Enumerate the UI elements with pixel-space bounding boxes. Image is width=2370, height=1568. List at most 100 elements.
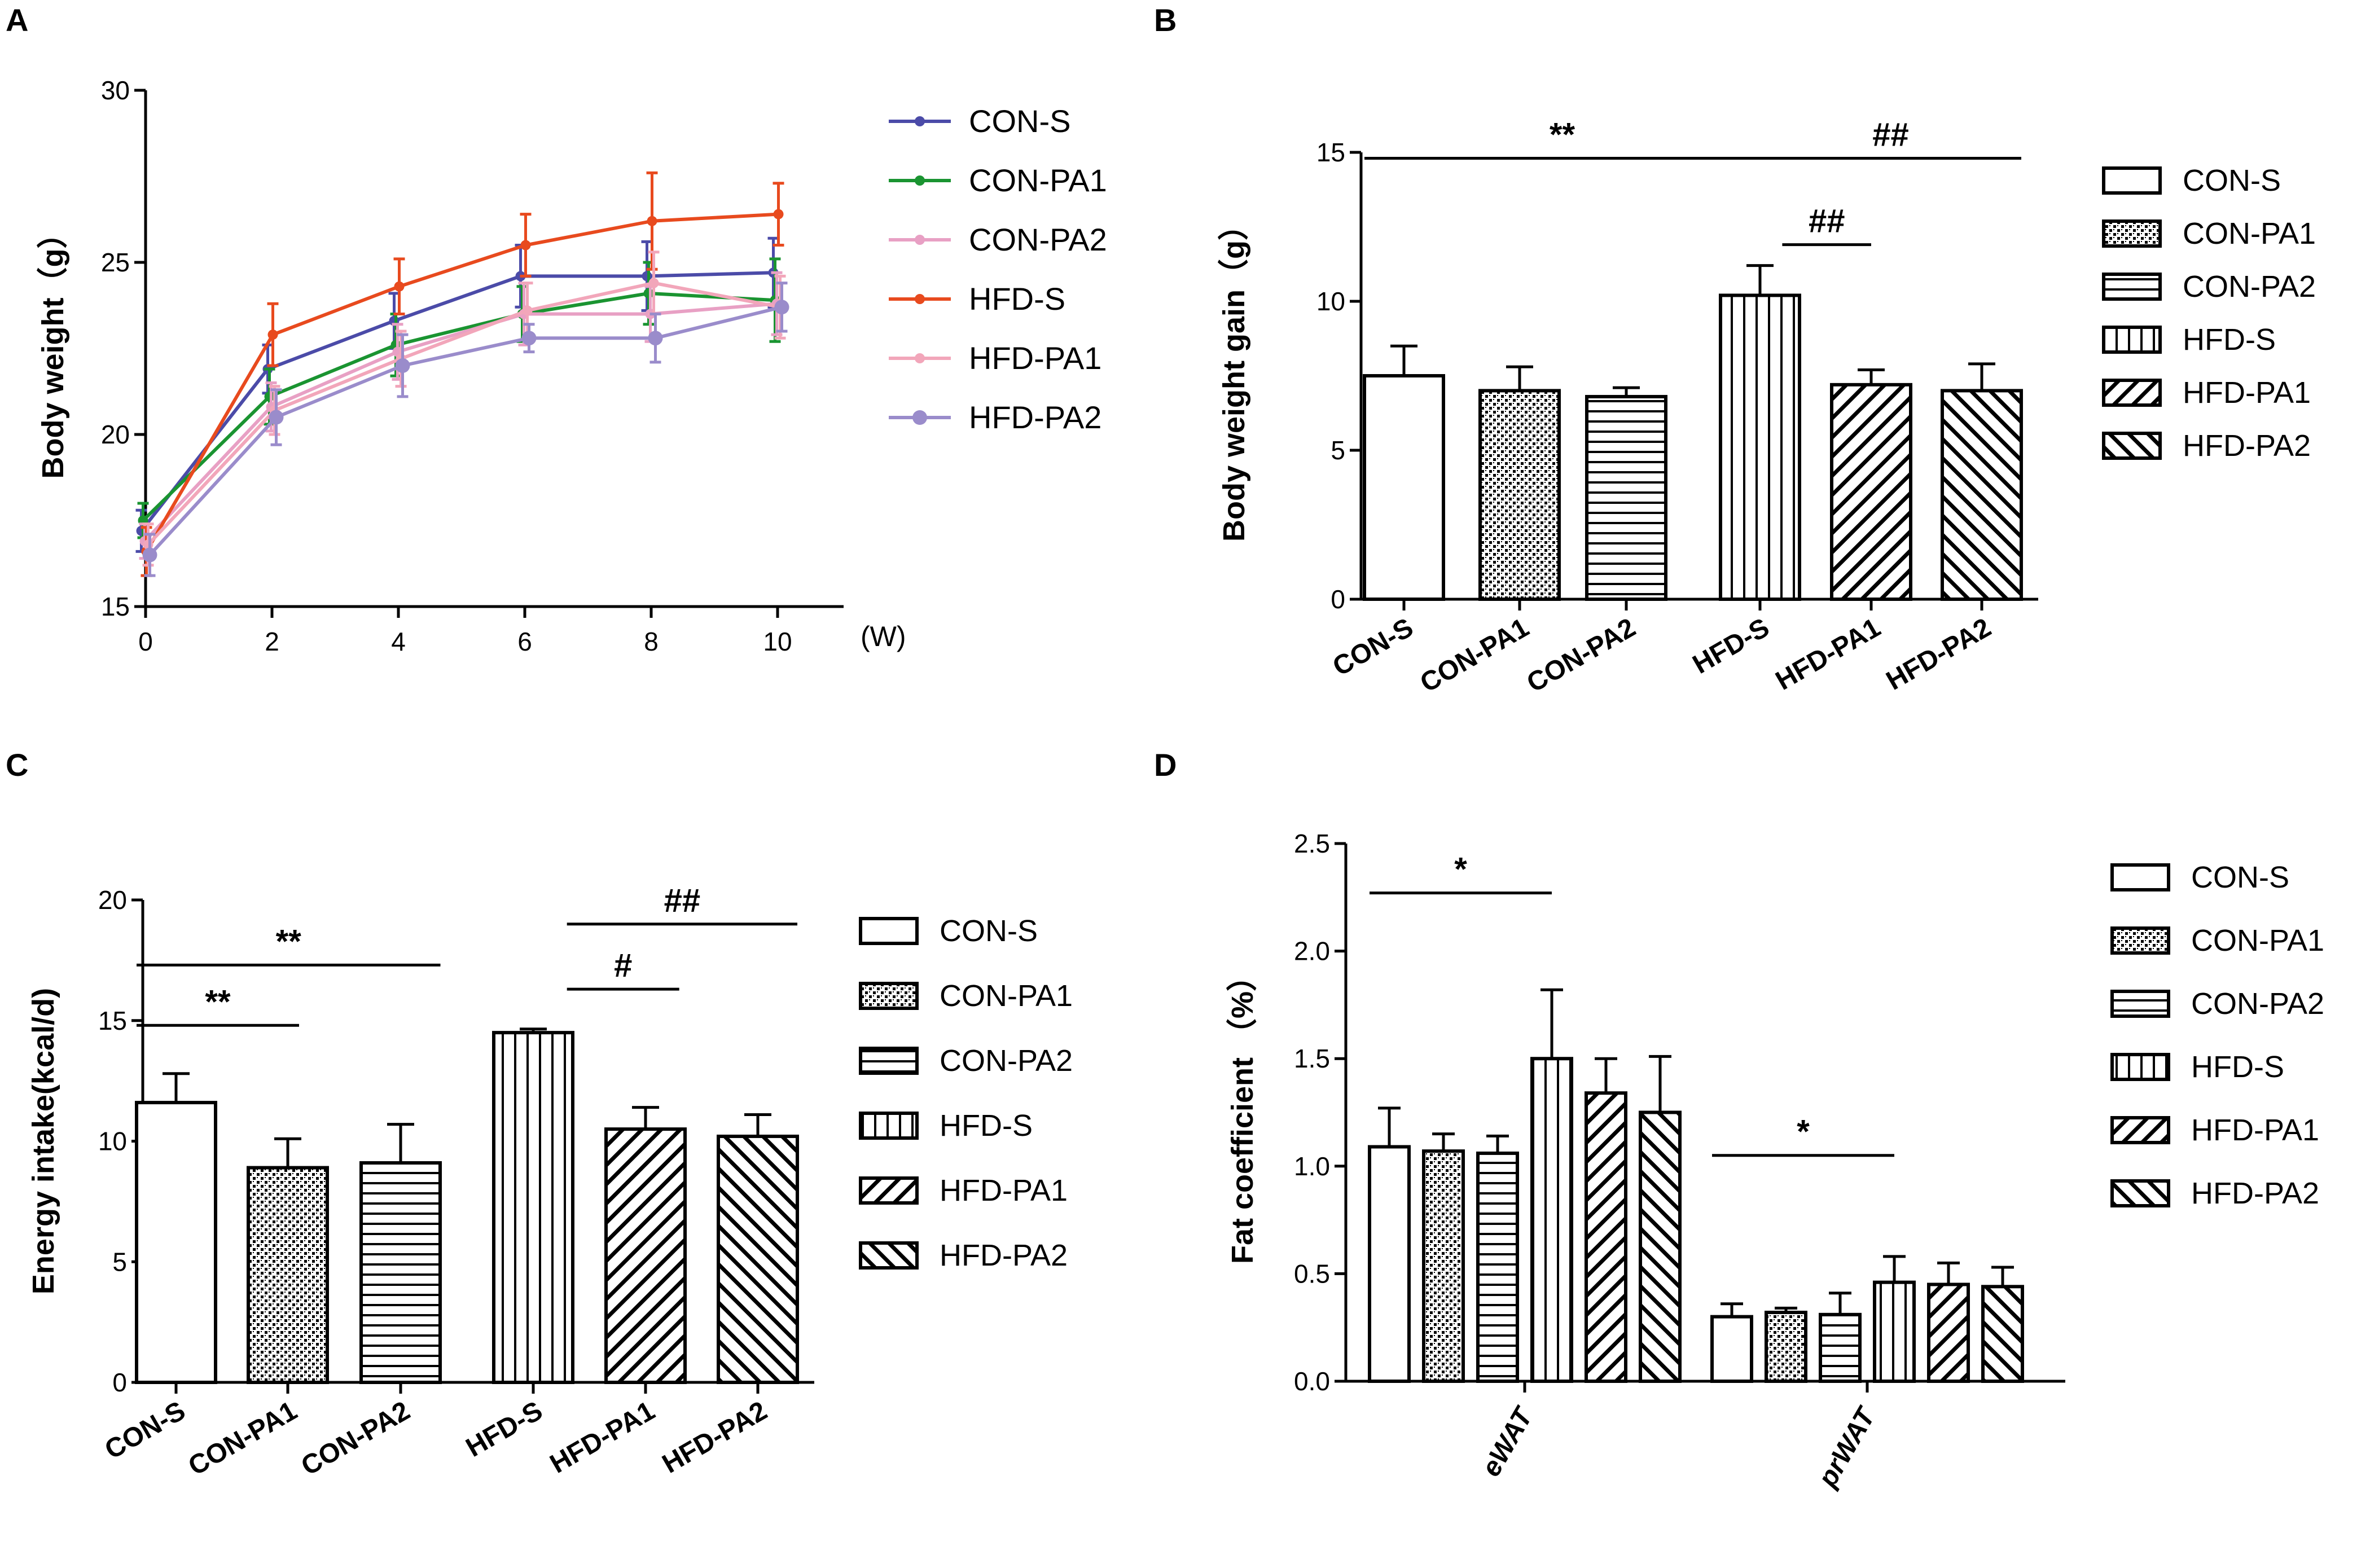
panel-b-x-tick-label: CON-S bbox=[1328, 613, 1418, 682]
panel-d-bar-prwat-hfd-pa1 bbox=[1927, 1282, 1970, 1383]
panel-d-legend-label-con-pa2: CON-PA2 bbox=[2191, 987, 2324, 1021]
panel-a-con-s-legend-label: CON-S bbox=[969, 103, 1070, 139]
panel-b-legend-label-con-s: CON-S bbox=[2183, 164, 2281, 197]
panel-a-hfd-s-legend-label: HFD-S bbox=[969, 281, 1065, 317]
panel-a-x-tick-label: 2 bbox=[265, 627, 279, 656]
panel-a-x-tick-label: 8 bbox=[644, 627, 659, 656]
panel-a-hfd-pa1-legend-label: HFD-PA1 bbox=[969, 340, 1101, 376]
panel-b-legend-label-hfd-pa1: HFD-PA1 bbox=[2183, 376, 2311, 410]
panel-a-con-s-series-line bbox=[140, 271, 774, 532]
panel-c-y-tick-label: 15 bbox=[98, 1006, 127, 1035]
panel-b-significance-label: ## bbox=[1872, 117, 1909, 153]
panel-a-con-pa2-legend-marker bbox=[915, 235, 925, 245]
panel-label-a: A bbox=[6, 2, 28, 38]
panel-a-x-tick-label: 0 bbox=[138, 627, 153, 656]
panel-c-x-tick-label: HFD-PA2 bbox=[657, 1396, 773, 1479]
panel-b-legend-label-con-pa1: CON-PA1 bbox=[2183, 217, 2316, 251]
panel-a-hfd-pa2-series-line bbox=[148, 305, 783, 556]
panel-d-legend-swatch-hfd-pa1 bbox=[2110, 1116, 2170, 1144]
panel-c-bar-hfd-pa1 bbox=[604, 1127, 687, 1384]
panel-d-legend-swatch-con-pa1 bbox=[2110, 926, 2170, 955]
panel-a-hfd-pa1-series-line bbox=[147, 281, 781, 546]
panel-c-bar-con-s bbox=[135, 1101, 217, 1384]
panel-a-con-pa1-data-point bbox=[643, 288, 654, 298]
panel-d-y-tick-label: 2.0 bbox=[1294, 937, 1330, 966]
panel-d-bar-ewat-hfd-s bbox=[1530, 1057, 1573, 1383]
panel-d-y-tick-label: 2.5 bbox=[1294, 829, 1330, 858]
panel-a-hfd-s-data-point bbox=[773, 209, 784, 219]
panel-d-bar-ewat-con-pa1 bbox=[1422, 1149, 1465, 1383]
panel-d-bar-ewat-con-s bbox=[1368, 1145, 1411, 1383]
panel-a-hfd-pa2-data-point bbox=[521, 331, 537, 346]
panel-d-x-tick-label: eWAT bbox=[1476, 1402, 1540, 1482]
panel-a-hfd-pa2-legend-label: HFD-PA2 bbox=[969, 399, 1101, 435]
panel-c-legend-label-hfd-pa1: HFD-PA1 bbox=[940, 1174, 1068, 1207]
panel-d-legend-label-hfd-pa1: HFD-PA1 bbox=[2191, 1113, 2319, 1147]
panel-b-legend-label-con-pa2: CON-PA2 bbox=[2183, 270, 2316, 304]
panel-d-legend-swatch-con-pa2 bbox=[2110, 990, 2170, 1018]
panel-a-con-pa1-legend-marker bbox=[915, 175, 925, 186]
panel-a-y-axis-label: Body weight（g） bbox=[36, 218, 70, 479]
panel-d-bar-ewat-con-pa2 bbox=[1476, 1151, 1519, 1383]
panel-d-bar-prwat-con-pa1 bbox=[1765, 1311, 1807, 1383]
panel-b-y-tick-label: 0 bbox=[1331, 585, 1345, 614]
panel-d-x-tick-label: prWAT bbox=[1812, 1402, 1882, 1493]
panel-d-bar-prwat-con-s bbox=[1710, 1315, 1753, 1383]
panel-b-bar-con-pa1 bbox=[1478, 389, 1561, 601]
panel-b-bar-hfd-pa1 bbox=[1830, 383, 1912, 601]
panel-a-hfd-pa2-data-point bbox=[395, 358, 410, 373]
panel-b-bar-con-s bbox=[1363, 374, 1445, 601]
panel-a-hfd-pa1-legend-marker bbox=[915, 353, 925, 363]
panel-a-chart: 15 20 25 30 0 2 4 6 8 10 (W) Body weight（g） CON-S CON… bbox=[36, 76, 1107, 656]
panel-label-d: D bbox=[1154, 747, 1177, 783]
panel-c-significance-label: ** bbox=[205, 983, 231, 1020]
panel-b-bar-hfd-pa2 bbox=[1941, 389, 2023, 601]
panel-d-legend-label-con-pa1: CON-PA1 bbox=[2191, 924, 2324, 958]
panel-a-hfd-pa1-data-point bbox=[522, 305, 533, 316]
panel-c-significance-label: ** bbox=[276, 923, 302, 960]
panel-a-hfd-pa2-data-point bbox=[648, 331, 663, 346]
panel-a-x-tick-label: 10 bbox=[763, 627, 792, 656]
panel-d-legend-label-hfd-s: HFD-S bbox=[2191, 1050, 2284, 1084]
panel-b-legend-swatch-hfd-s bbox=[2102, 326, 2162, 354]
panel-a-hfd-pa2-data-point bbox=[774, 300, 789, 315]
panel-c-bar-con-pa1 bbox=[247, 1166, 329, 1384]
panel-d-bar-prwat-hfd-pa2 bbox=[1981, 1285, 2024, 1383]
panel-b-legend-swatch-hfd-pa2 bbox=[2102, 432, 2162, 460]
panel-b-x-tick-label: HFD-PA2 bbox=[1881, 613, 1996, 696]
panel-a-y-tick-label: 30 bbox=[101, 76, 130, 105]
panel-a-y-tick-label: 15 bbox=[101, 592, 130, 621]
panel-b-y-tick-label: 5 bbox=[1331, 436, 1345, 465]
panel-b-legend-swatch-con-s bbox=[2102, 166, 2162, 195]
panel-b-x-tick-label: CON-PA1 bbox=[1415, 613, 1534, 699]
panel-b-legend-swatch-hfd-pa1 bbox=[2102, 379, 2162, 407]
panel-a-con-pa2-legend-label: CON-PA2 bbox=[969, 222, 1107, 257]
panel-a-y-tick-label: 20 bbox=[101, 420, 130, 449]
panel-b-x-tick-label: HFD-S bbox=[1688, 613, 1775, 680]
panel-c-x-tick-label: CON-PA1 bbox=[183, 1396, 302, 1482]
panel-a-y-tick-label: 25 bbox=[101, 248, 130, 277]
panel-a-hfd-pa2-data-point bbox=[142, 547, 157, 563]
panel-c-x-tick-label: CON-PA2 bbox=[296, 1396, 415, 1482]
panel-c-legend-swatch-hfd-pa2 bbox=[859, 1241, 919, 1270]
panel-b-y-tick-label: 15 bbox=[1316, 138, 1345, 167]
panel-d-bar-ewat-hfd-pa1 bbox=[1585, 1091, 1627, 1383]
panel-c-legend-label-con-pa1: CON-PA1 bbox=[940, 979, 1073, 1013]
panel-a-hfd-s-legend-marker bbox=[915, 294, 925, 304]
panel-d-legend-label-hfd-pa2: HFD-PA2 bbox=[2191, 1176, 2319, 1210]
panel-b-y-axis-label: Body weight gain（g） bbox=[1217, 210, 1251, 542]
panel-a-con-pa1-data-point bbox=[264, 391, 275, 402]
panel-a-con-pa1-series-line bbox=[142, 291, 775, 522]
panel-d-bar-ewat-hfd-pa2 bbox=[1639, 1110, 1682, 1383]
panel-c-y-tick-label: 0 bbox=[112, 1368, 127, 1397]
panel-a-hfd-pa1-data-point bbox=[648, 278, 659, 288]
panel-c-y-tick-label: 5 bbox=[112, 1247, 127, 1276]
panel-c-legend-label-con-pa2: CON-PA2 bbox=[940, 1044, 1073, 1078]
panel-c-legend-label-con-s: CON-S bbox=[940, 914, 1038, 948]
panel-d-bar-prwat-hfd-s bbox=[1873, 1280, 1916, 1383]
panel-d-legend-swatch-con-s bbox=[2110, 863, 2170, 891]
panel-a-con-pa1-legend-label: CON-PA1 bbox=[969, 162, 1107, 198]
